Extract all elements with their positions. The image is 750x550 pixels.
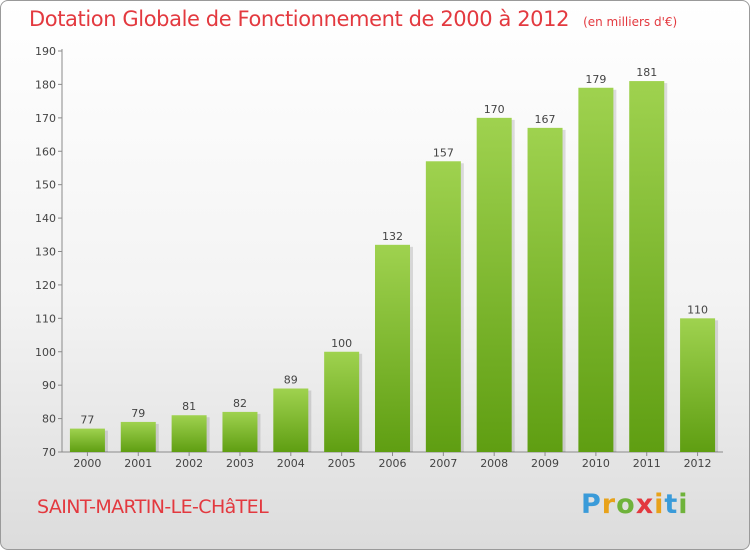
bar-value-label: 181	[636, 66, 657, 79]
bar	[120, 421, 156, 452]
x-tick-label: 2005	[328, 457, 356, 470]
bar	[680, 318, 716, 452]
y-axis: 70 80 90 100 110 120 130 140 150 160 170 180 190	[35, 45, 723, 459]
x-tick-label: 2004	[277, 457, 305, 470]
bar	[476, 117, 512, 452]
x-tick-label: 2007	[429, 457, 457, 470]
bar	[425, 161, 461, 452]
y-tick-label: 120	[35, 279, 56, 292]
commune-name: SAINT-MARTIN-LE-CHâTEL	[37, 496, 269, 518]
chart-title: Dotation Globale de Fonctionnement de 20…	[29, 7, 677, 31]
bar	[171, 415, 207, 452]
bar	[69, 428, 105, 452]
x-tick-label: 2012	[684, 457, 712, 470]
bar	[527, 127, 563, 452]
bar	[629, 81, 665, 452]
y-tick-label: 140	[35, 212, 56, 225]
bars: 77 79 81 82 89 100 132 157 170 167 179 181 110	[69, 66, 719, 452]
x-axis: 2000 2001 2002 2003 2004 2005 2006 2007 2008 2009…	[73, 452, 712, 470]
y-tick-label: 170	[35, 112, 56, 125]
proxiti-logo: Proxiti	[581, 489, 689, 520]
y-tick-label: 80	[42, 413, 56, 426]
logo-letter: P	[581, 489, 602, 520]
logo-letter: t	[664, 489, 679, 520]
x-tick-label: 2008	[480, 457, 508, 470]
y-tick-label: 160	[35, 145, 56, 158]
bar-value-label: 89	[284, 374, 298, 387]
bar	[222, 411, 258, 452]
logo-letter: i	[654, 489, 665, 520]
bar-value-label: 100	[331, 337, 352, 350]
y-tick-label: 110	[35, 312, 56, 325]
chart-title-text: Dotation Globale de Fonctionnement de 20…	[29, 7, 570, 31]
x-tick-label: 2006	[379, 457, 407, 470]
y-tick-label: 70	[42, 446, 56, 459]
bar-value-label: 167	[535, 113, 556, 126]
y-tick-label: 100	[35, 346, 56, 359]
logo-letter: x	[635, 489, 655, 520]
y-tick-label: 190	[35, 45, 56, 58]
bar-value-label: 81	[182, 400, 196, 413]
bar-value-label: 157	[433, 146, 454, 159]
bar-value-label: 82	[233, 397, 247, 410]
y-tick-label: 130	[35, 246, 56, 259]
x-tick-label: 2002	[175, 457, 203, 470]
bar	[273, 388, 309, 452]
bar-value-label: 79	[131, 407, 145, 420]
x-tick-label: 2011	[633, 457, 661, 470]
logo-letter: o	[616, 489, 636, 520]
bar	[375, 244, 410, 452]
y-tick-label: 180	[35, 78, 56, 91]
x-tick-label: 2010	[582, 457, 610, 470]
x-tick-label: 2001	[124, 457, 152, 470]
bar-value-label: 132	[382, 230, 403, 243]
x-tick-label: 2003	[226, 457, 254, 470]
y-tick-label: 90	[42, 379, 56, 392]
chart-unit: (en milliers d'€)	[583, 15, 678, 29]
bar	[578, 87, 614, 452]
logo-letter: r	[601, 489, 617, 520]
x-tick-label: 2000	[73, 457, 101, 470]
logo-letter: i	[678, 489, 689, 520]
bar-value-label: 77	[80, 414, 94, 427]
bar-value-label: 110	[687, 303, 708, 316]
bar-value-label: 170	[484, 103, 505, 116]
bar	[324, 351, 360, 452]
y-tick-label: 150	[35, 179, 56, 192]
x-tick-label: 2009	[531, 457, 559, 470]
bar-value-label: 179	[585, 73, 606, 86]
